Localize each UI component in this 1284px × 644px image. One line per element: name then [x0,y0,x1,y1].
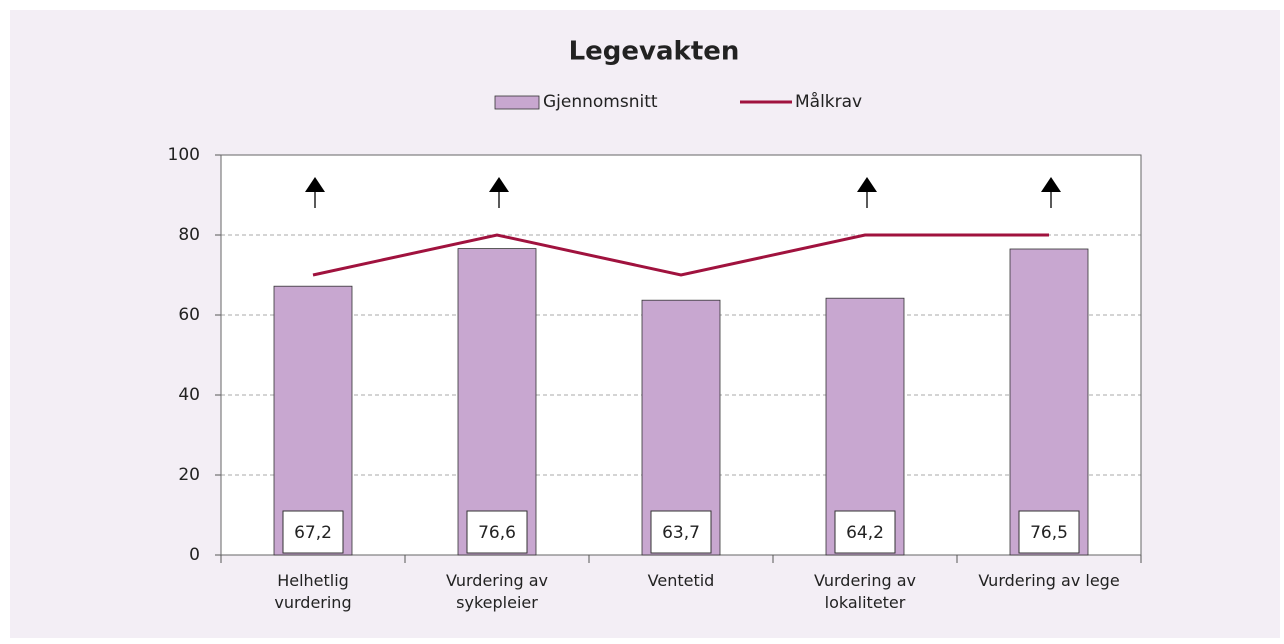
bar [273,285,353,556]
x-tick-label: Vurdering av lege [978,571,1120,590]
value-label-box [466,510,528,554]
y-tick-label: 40 [178,385,200,405]
line [312,233,1049,277]
y-tick-label: 60 [178,305,200,325]
value-label: 76,5 [1030,523,1068,543]
value-label: 67,2 [294,523,332,543]
legend-label: Målkrav [795,91,862,112]
value-label-box [282,510,344,554]
y-tick-label: 80 [178,225,200,245]
legend-label: Gjennomsnitt [543,92,658,112]
bar [457,248,537,556]
x-tick-label: Ventetid [647,571,715,590]
value-label: 63,7 [662,523,700,543]
x-tick-label: Vurdering av lokaliteter [814,571,916,612]
chart-title: Legevakten [569,37,740,67]
y-tick-label: 0 [189,545,200,565]
arrow [489,177,509,208]
x-tick-label: Vurdering av sykepleier [446,571,548,612]
value-label: 64,2 [846,523,884,543]
arrow [1041,177,1061,208]
value-label-box [834,510,896,554]
value-label-box [1018,510,1080,554]
y-tick-label: 20 [178,465,200,485]
value-label-box [650,510,712,554]
arrow [305,177,325,208]
y-tick-label: 100 [168,145,200,165]
arrow [857,177,877,208]
x-tick-label: Helhetlig vurdering [274,571,352,612]
value-label: 76,6 [478,523,516,543]
legend-swatch [494,95,540,110]
arrows [305,177,1061,208]
bar [1009,248,1089,556]
